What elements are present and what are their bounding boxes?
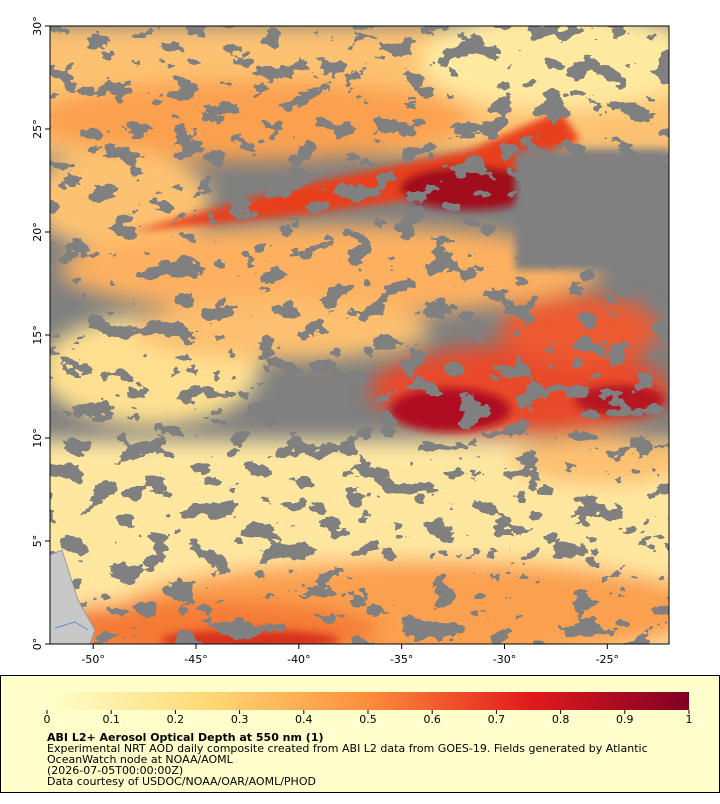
y-tick-label: 25°	[31, 119, 44, 139]
y-tick-label: 10°	[31, 428, 44, 448]
colorbar-tick-label: 0.3	[231, 713, 249, 726]
x-tick-label: -50°	[81, 653, 104, 666]
x-tick-label: -25°	[596, 653, 619, 666]
colorbar-tick-label: 0.2	[167, 713, 185, 726]
y-tick-label: 5°	[31, 535, 44, 548]
y-tick-label: 0°	[31, 638, 44, 651]
x-tick-label: -40°	[287, 653, 310, 666]
legend-line: Data courtesy of USDOC/NOAA/OAR/AOML/PHO…	[47, 775, 316, 788]
y-tick-label: 30°	[31, 16, 44, 36]
legend-line: (2026-07-05T00:00:00Z)	[47, 764, 183, 777]
x-tick-label: -45°	[184, 653, 207, 666]
aod-field	[50, 26, 669, 644]
colorbar-tick-label: 0.4	[295, 713, 313, 726]
aod-map	[50, 26, 669, 644]
y-tick-label: 15°	[31, 325, 44, 345]
land	[50, 549, 96, 644]
river	[54, 621, 89, 631]
legend-title: ABI L2+ Aerosol Optical Depth at 550 nm …	[47, 731, 324, 744]
colorbar-tick-label: 0.1	[102, 713, 120, 726]
x-tick-label: -30°	[493, 653, 516, 666]
colorbar-tick-label: 0	[44, 713, 51, 726]
legend-line: Experimental NRT AOD daily composite cre…	[47, 742, 648, 755]
colorbar-tick-label: 0.8	[552, 713, 570, 726]
colorbar-tick-label: 0.6	[423, 713, 441, 726]
x-tick-label: -35°	[390, 653, 413, 666]
colorbar-tick-label: 0.7	[488, 713, 506, 726]
colorbar-tick-label: 1	[686, 713, 693, 726]
legend-line: OceanWatch node at NOAA/AOML	[47, 753, 234, 766]
y-tick-label: 20°	[31, 222, 44, 242]
colorbar-tick-label: 0.9	[616, 713, 634, 726]
colorbar-tick-label: 0.5	[359, 713, 377, 726]
colorbar	[47, 692, 689, 710]
